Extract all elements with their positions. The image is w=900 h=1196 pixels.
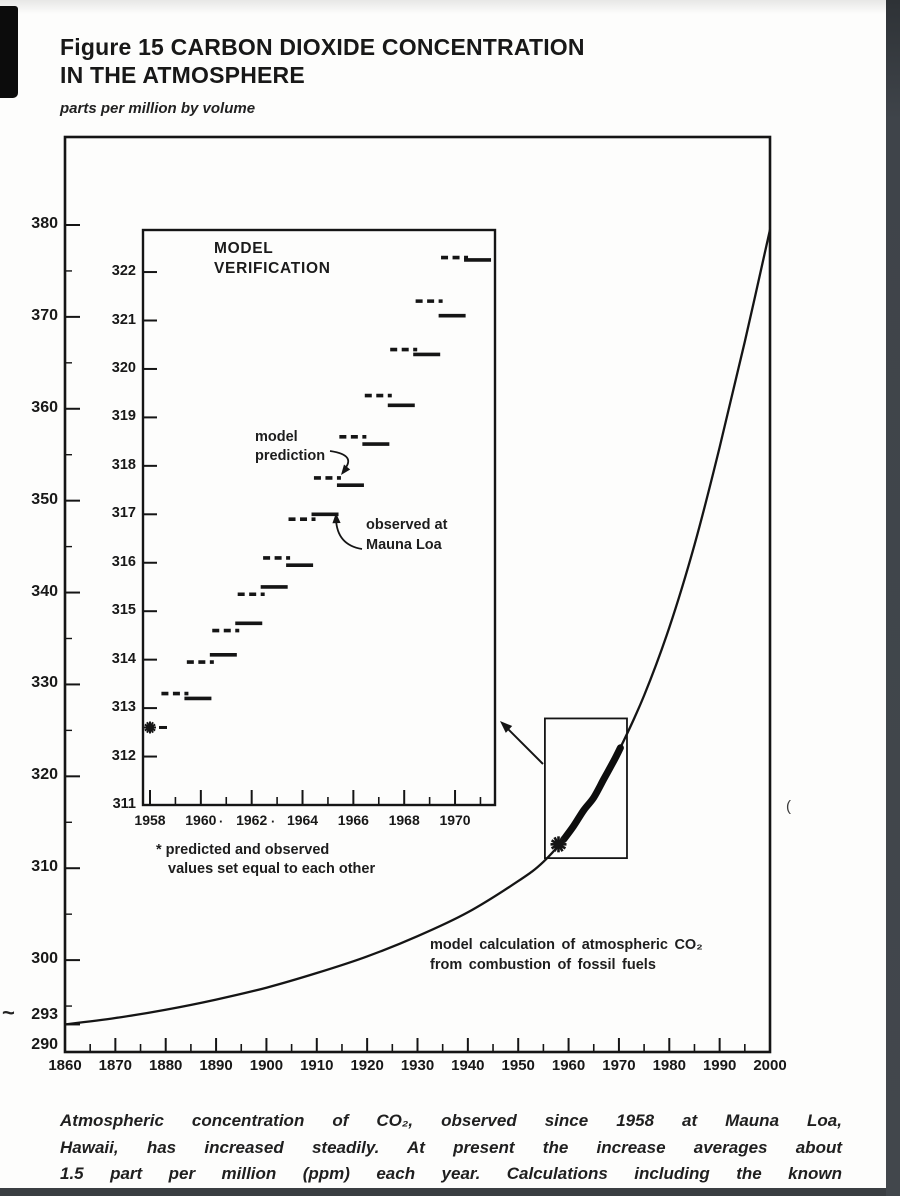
figure-caption: Atmospheric concentration of CO₂, observ… <box>60 1108 842 1188</box>
main-curve-asterisk-marker <box>550 839 567 850</box>
scan-artifact-mark: ( <box>786 798 791 815</box>
inset-chart-title: MODEL VERIFICATION <box>214 239 331 278</box>
handwritten-tilde-mark: ~ <box>2 1000 15 1025</box>
model-curve-annotation: model calculation of atmospheric CO₂ fro… <box>430 936 703 975</box>
figure-title-line2: IN THE ATMOSPHERE <box>60 62 305 88</box>
scan-edge-bottom <box>0 1188 900 1196</box>
inset-start-asterisk <box>144 723 156 732</box>
inset-footnote-line1: * predicted and observed <box>156 842 330 858</box>
model-prediction-label: model prediction <box>255 428 325 465</box>
inset-chart-frame <box>141 228 497 807</box>
curve-annotation-line1: model calculation of atmospheric CO₂ <box>430 937 703 953</box>
scan-top-fade <box>0 0 900 14</box>
observed-label-line2: Mauna Loa <box>366 536 442 553</box>
caption-line-3: 1.5 part per million (ppm) each year. Ca… <box>60 1164 842 1183</box>
figure-title-line1: Figure 15 CARBON DIOXIDE CONCENTRATION <box>60 34 585 60</box>
observed-mauna-loa-label: observed at Mauna Loa <box>366 516 447 555</box>
model-prediction-arrow-head <box>341 464 351 475</box>
zoom-box-arrow-head <box>500 721 513 733</box>
zoom-box-arrow-line <box>505 726 544 765</box>
model-prediction-label-line2: prediction <box>255 447 326 464</box>
scan-artifact-topleft <box>0 6 18 98</box>
observed-arrow-head <box>332 513 341 524</box>
observed-label-line1: observed at <box>366 517 448 533</box>
axis-units-label: parts per million by volume <box>60 100 256 117</box>
scan-edge-right <box>886 0 900 1196</box>
figure-title: Figure 15 CARBON DIOXIDE CONCENTRATION I… <box>60 33 585 89</box>
inset-footnote-line2: values set equal to each other <box>168 861 376 877</box>
caption-line-2: Hawaii, has increased steadily. At prese… <box>60 1137 842 1157</box>
zoom-region-box <box>544 717 628 860</box>
inset-title-line2: VERIFICATION <box>214 259 331 277</box>
model-prediction-label-line1: model <box>255 429 298 445</box>
observed-bold-segment <box>560 744 624 844</box>
curve-annotation-line2: from combustion of fossil fuels <box>430 956 656 973</box>
inset-title-line1: MODEL <box>214 240 274 257</box>
caption-line-1: Atmospheric concentration of CO₂, observ… <box>60 1111 842 1130</box>
model-calculation-curve <box>64 229 772 1026</box>
